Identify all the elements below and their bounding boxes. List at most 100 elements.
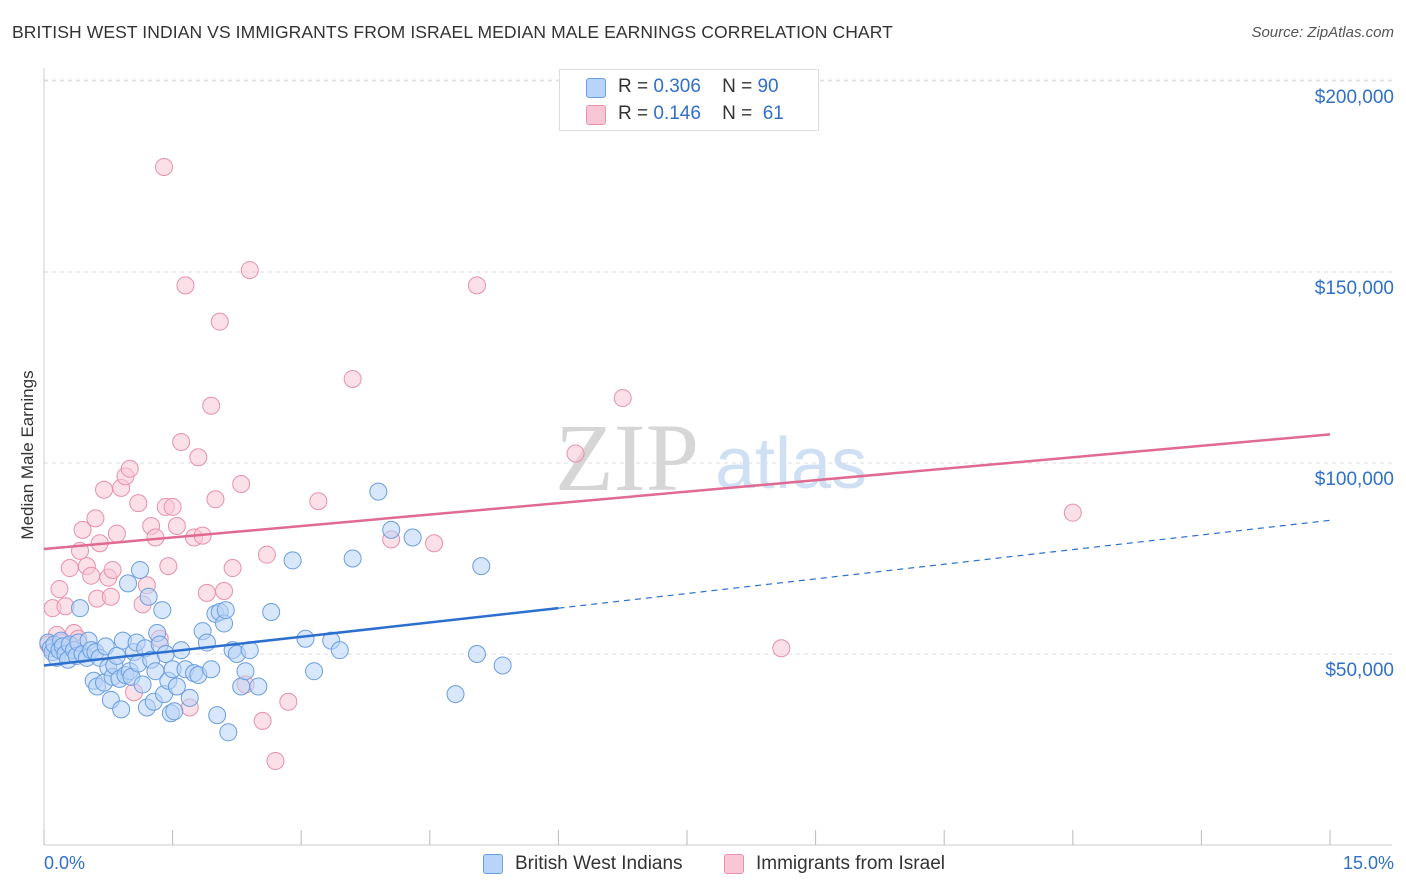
legend-swatch-pink	[724, 854, 744, 874]
legend-r-label: R =	[618, 103, 649, 124]
bwi-point	[382, 520, 401, 539]
trend-lines	[43, 433, 1331, 667]
israel-point	[223, 559, 242, 578]
israel-point	[772, 639, 791, 658]
bwi-points	[39, 482, 512, 742]
israel-point	[343, 369, 362, 388]
x-tick-label-min: 0.0%	[44, 853, 86, 873]
legend-r-label: R =	[618, 76, 649, 97]
israel-point	[279, 692, 298, 711]
israel-point	[101, 587, 120, 606]
legend-n-label: N =	[722, 103, 753, 124]
source-label: Source: ZipAtlas.com	[1251, 24, 1394, 41]
bwi-point	[167, 677, 186, 696]
bwi-point	[119, 574, 138, 593]
israel-point	[107, 524, 126, 543]
legend-r-value: 0.146	[653, 103, 701, 124]
bwi-point	[139, 587, 158, 606]
x-tick-label-max: 15.0%	[1342, 853, 1394, 873]
y-tick-label: $150,000	[1314, 278, 1394, 299]
bwi-point	[219, 723, 238, 742]
bwi-trend-line	[43, 606, 559, 667]
watermark: ZIP atlas	[555, 404, 867, 511]
bwi-point	[208, 706, 227, 725]
israel-point	[240, 261, 259, 280]
legend-n-value: 90	[757, 76, 779, 97]
israel-point	[176, 276, 195, 295]
israel-point	[163, 497, 182, 516]
bwi-point	[262, 602, 281, 621]
y-tick-label: $100,000	[1314, 469, 1394, 490]
bwi-point	[249, 677, 268, 696]
israel-point	[82, 566, 101, 585]
bwi-point	[156, 645, 175, 663]
bwi-point	[131, 560, 150, 579]
israel-point	[253, 711, 272, 730]
israel-point	[172, 432, 191, 451]
bwi-point	[330, 641, 349, 660]
bwi-point	[133, 675, 152, 694]
legend-n-value: 61	[762, 103, 784, 124]
israel-trend-line	[43, 433, 1331, 551]
legend-swatch-blue	[586, 78, 606, 98]
israel-point	[120, 459, 139, 478]
grid-lines	[44, 79, 1392, 655]
stats-legend: R = 0.306 N = 90 R = 0.146 N = 61	[559, 69, 819, 131]
israel-point	[103, 560, 122, 579]
y-axis-label: Median Male Earnings	[18, 370, 37, 540]
watermark-atlas: atlas	[715, 424, 867, 504]
bwi-trend-extension	[558, 519, 1331, 609]
legend-n-label: N =	[722, 76, 753, 97]
bwi-point	[236, 662, 255, 681]
israel-point	[202, 396, 221, 415]
bwi-point	[369, 482, 388, 501]
israel-point	[566, 444, 585, 463]
israel-point	[425, 534, 444, 553]
chart-title: BRITISH WEST INDIAN VS IMMIGRANTS FROM I…	[12, 22, 893, 42]
legend-r-value: 0.306	[653, 76, 701, 97]
legend-label-bwi: British West Indians	[515, 853, 683, 874]
bwi-point	[153, 601, 172, 620]
israel-point	[232, 475, 251, 494]
israel-point	[155, 157, 174, 176]
bwi-point	[472, 557, 491, 576]
bwi-point	[112, 700, 131, 719]
israel-point	[210, 312, 229, 331]
israel-point	[60, 559, 79, 578]
israel-point	[50, 580, 69, 599]
bwi-point	[283, 551, 302, 570]
legend-swatch-pink	[586, 105, 606, 125]
bwi-point	[446, 685, 465, 704]
bwi-point	[403, 528, 422, 547]
bwi-point	[216, 601, 235, 620]
bwi-point	[202, 660, 221, 679]
bwi-point	[493, 656, 512, 675]
bwi-point	[180, 688, 199, 707]
bwi-point	[232, 677, 251, 696]
israel-point	[257, 545, 276, 564]
israel-point	[73, 520, 92, 539]
bwi-point	[305, 662, 324, 681]
bwi-point	[71, 599, 90, 618]
israel-point	[86, 509, 105, 528]
israel-point	[189, 448, 208, 467]
israel-point	[206, 490, 225, 509]
bwi-point	[296, 629, 315, 648]
israel-point	[159, 557, 178, 576]
y-tick-label: $200,000	[1314, 87, 1394, 108]
bwi-point	[165, 702, 184, 721]
legend-label-israel: Immigrants from Israel	[756, 853, 945, 874]
axes	[43, 68, 1392, 846]
israel-point	[1063, 503, 1082, 522]
israel-point	[215, 581, 234, 600]
israel-point	[197, 583, 216, 602]
israel-point	[167, 517, 186, 536]
israel-point	[613, 389, 632, 408]
israel-point	[129, 494, 148, 513]
y-tick-label: $50,000	[1325, 660, 1394, 681]
israel-point	[309, 492, 328, 511]
legend-swatch-blue	[483, 854, 503, 874]
israel-point	[467, 276, 486, 295]
bwi-point	[343, 549, 362, 568]
